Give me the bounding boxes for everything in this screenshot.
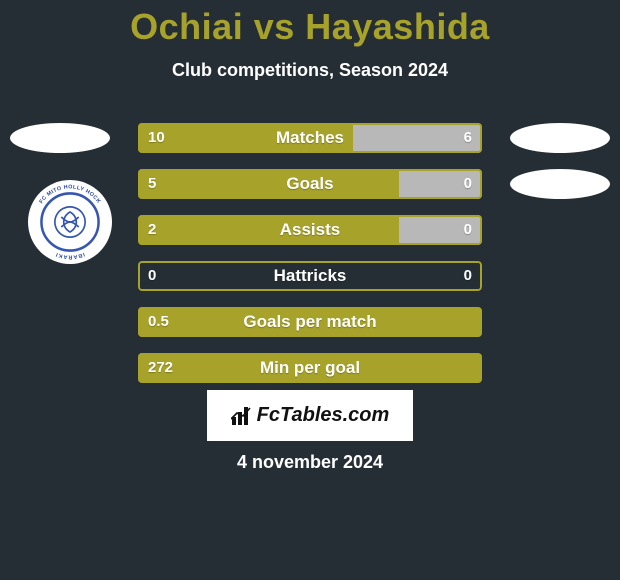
- title: Ochiai vs Hayashida: [0, 6, 620, 48]
- stat-row: 0 Hattricks 0: [138, 261, 482, 291]
- brand-pill: FcTables.com: [207, 390, 414, 441]
- stat-right-value: 0: [464, 261, 472, 291]
- stat-row: 272 Min per goal: [138, 353, 482, 383]
- stat-bars: 10 Matches 6 5 Goals 0 2 Assists 0 0 Hat…: [138, 123, 482, 399]
- brand-text: FcTables.com: [257, 404, 390, 427]
- avatar-left-placeholder: [10, 123, 110, 153]
- stat-row: 5 Goals 0: [138, 169, 482, 199]
- stat-row: 0.5 Goals per match: [138, 307, 482, 337]
- avatar-right-placeholder-2: [510, 169, 610, 199]
- avatar-right-placeholder: [510, 123, 610, 153]
- stat-row: 2 Assists 0: [138, 215, 482, 245]
- stat-row: 10 Matches 6: [138, 123, 482, 153]
- brand-mark-icon: [231, 406, 251, 426]
- stat-left-value: 0: [148, 261, 156, 291]
- stat-label: Hattricks: [138, 261, 482, 291]
- date-text: 4 november 2024: [0, 452, 620, 473]
- subtitle: Club competitions, Season 2024: [0, 60, 620, 81]
- team-badge: FC MITO HOLLY HOCK IBARAKI: [28, 180, 112, 264]
- comparison-widget: { "colors": { "background": "#262e35", "…: [0, 0, 620, 580]
- brand-footer: FcTables.com: [0, 390, 620, 441]
